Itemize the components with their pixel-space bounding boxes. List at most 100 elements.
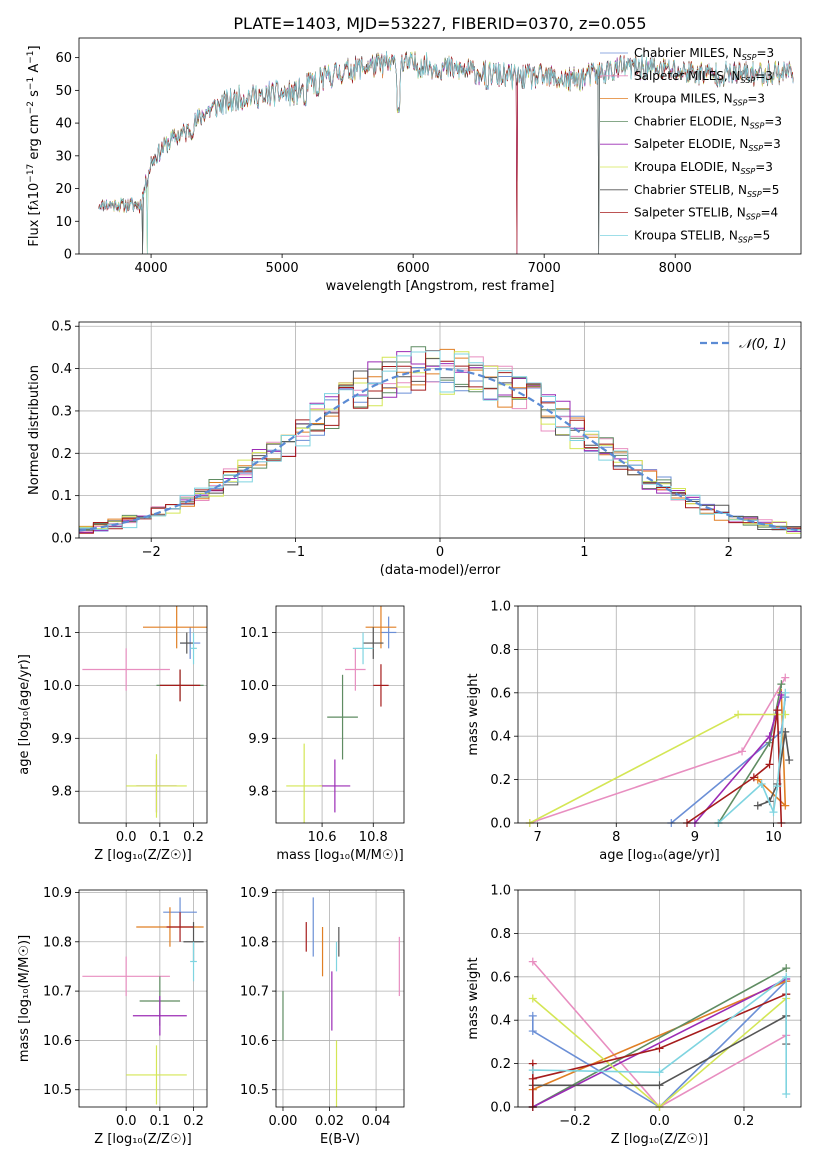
y-axis-label: age [log₁₀(age/yr)] — [17, 654, 32, 775]
tick-label-y: 50 — [55, 84, 72, 99]
tick-label-y: 0.2 — [490, 773, 511, 788]
error-bar — [327, 674, 358, 760]
tick-label-x: 8 — [612, 830, 620, 845]
label-part: s — [27, 90, 42, 101]
tick-label-x: 0 — [436, 545, 444, 560]
mass-weight-marker — [655, 1044, 664, 1053]
mass-weight-marker — [655, 1068, 664, 1077]
tick-label-y: 0.0 — [51, 532, 72, 547]
tick-label-y: 0.0 — [490, 817, 511, 832]
spectrum-line — [98, 50, 794, 254]
tick-label-x: 5000 — [266, 261, 299, 276]
mass-weight-marker — [749, 773, 758, 782]
label-part: −1 — [26, 77, 36, 90]
tick-label-y: 9.9 — [248, 732, 269, 747]
tick-label-y: 10.6 — [240, 1034, 269, 1049]
tick-label-x: 6000 — [397, 261, 430, 276]
figure-title: PLATE=1403, MJD=53227, FIBERID=0370, z=0… — [233, 14, 646, 33]
legend-label: 𝒩(0, 1) — [739, 337, 786, 352]
mass-weight-marker — [785, 756, 794, 765]
y-axis-label: Normed distribution — [27, 365, 42, 495]
tick-label-x: 0.0 — [649, 1114, 670, 1129]
tick-label-y: 20 — [55, 182, 72, 197]
error-bar — [286, 743, 323, 823]
mass-weight-series — [532, 980, 787, 1107]
tick-label-y: 0.4 — [490, 1014, 511, 1029]
tick-label-x: 0.2 — [183, 1114, 204, 1129]
tick-label-x: 7 — [534, 830, 542, 845]
mass-weight-marker — [769, 808, 778, 817]
axes-frame — [78, 37, 802, 255]
tick-label-y: 0 — [64, 248, 72, 263]
tick-label-x: 2 — [725, 545, 733, 560]
mass-weight-marker — [734, 710, 743, 719]
tick-label-x: 0.0 — [116, 1114, 137, 1129]
error-bar — [82, 956, 170, 997]
axes-frame — [78, 605, 208, 824]
x-axis-label: Z [log₁₀(Z/Z☉)] — [94, 848, 191, 863]
tick-label-x: −2 — [142, 545, 161, 560]
error-bar — [345, 648, 366, 691]
error-bar — [126, 754, 187, 818]
error-bar — [132, 996, 187, 1036]
tick-label-y: 10.7 — [43, 985, 72, 1000]
mass-weight-marker — [528, 1011, 537, 1020]
tick-label-x: 4000 — [135, 261, 168, 276]
label-part: ] — [27, 45, 42, 50]
tick-label-y: 10.9 — [43, 886, 72, 901]
tick-label-x: 8000 — [659, 261, 692, 276]
tick-label-y: 10.1 — [43, 626, 72, 641]
spectrum-panel: 4000 5000 6000 7000 8000 0 10 20 30 40 50 60 wavelen… — [26, 37, 802, 294]
tick-label-y: 10.6 — [43, 1034, 72, 1049]
legend-label: Chabrier ELODIE, NSSP=3 — [634, 114, 782, 130]
x-axis-label: Z [log₁₀(Z/Z☉)] — [611, 1132, 708, 1147]
x-axis-label: wavelength [Angstrom, rest frame] — [326, 279, 555, 294]
mass-weight-vs-metallicity-panel: −0.2 0.0 0.2 0.0 0.2 0.4 0.6 0.8 1.0 Z [log₁₀(Z/Z… — [466, 884, 802, 1147]
mass-weight-vs-age-panel: 7 8 9 10 0.0 0.2 0.4 0.6 0.8 1.0 age [log₁₀(age/yr… — [466, 600, 802, 863]
age-vs-mass-panel: 10.6 10.8 9.8 9.9 10.0 10.1 mass [log₁₀(M/M☉)] — [240, 605, 405, 863]
error-bar — [380, 616, 397, 649]
tick-label-y: 0.0 — [490, 1101, 511, 1116]
error-bar — [365, 606, 397, 649]
normal-reference-curve — [79, 367, 801, 532]
mass-weight-marker — [655, 1081, 664, 1090]
label-part: −17 — [26, 164, 36, 183]
tick-label-y: 0.1 — [51, 489, 72, 504]
error-bar — [159, 669, 201, 702]
error-bar — [319, 759, 351, 813]
tick-label-x: −0.2 — [559, 1114, 591, 1129]
mass-weight-marker — [753, 801, 762, 810]
legend-label: Kroupa STELIB, NSSP=5 — [634, 228, 770, 244]
tick-label-y: 10.9 — [240, 886, 269, 901]
mass-weight-marker — [765, 732, 774, 741]
tick-label-y: 1.0 — [490, 884, 511, 899]
tick-label-y: 10.8 — [43, 935, 72, 950]
legend-label: Salpeter MILES, NSSP=3 — [634, 69, 773, 85]
tick-label-y: 0.8 — [490, 927, 511, 942]
tick-label-x: 0.04 — [362, 1114, 391, 1129]
tick-label-y: 10.8 — [240, 935, 269, 950]
label-part: A — [27, 64, 42, 77]
tick-label-y: 0.4 — [490, 730, 511, 745]
tick-label-y: 10.5 — [240, 1083, 269, 1098]
tick-label-y: 30 — [55, 149, 72, 164]
tick-label-x: 10.8 — [359, 830, 388, 845]
mass-weight-marker — [528, 1027, 537, 1036]
tick-label-y: 10.0 — [43, 679, 72, 694]
mass-vs-ebv-panel: 0.00 0.02 0.04 10.5 10.6 10.7 10.8 10.9 E(B-V) — [240, 886, 405, 1147]
error-bar — [363, 627, 384, 659]
mass-weight-series — [532, 967, 787, 1107]
tick-label-x: 0.00 — [269, 1114, 298, 1129]
label-part: λ — [28, 199, 41, 207]
mass-weight-series — [532, 997, 787, 1107]
error-bar — [166, 912, 194, 942]
mass-weight-marker — [738, 747, 747, 756]
tick-label-y: 9.8 — [51, 785, 72, 800]
mass-weight-marker — [528, 994, 537, 1003]
error-bar — [143, 606, 207, 649]
tick-label-x: 0.2 — [183, 830, 204, 845]
tick-label-x: 0.1 — [149, 1114, 170, 1129]
residuals-histogram-panel: −2 −1 0 1 2 0.0 0.1 0.2 0.3 0.4 0.5 (data-model)/er… — [27, 320, 802, 578]
label-part: Flux [f — [27, 205, 42, 246]
y-axis-label: mass [log₁₀(M/M☉)] — [17, 935, 32, 1062]
